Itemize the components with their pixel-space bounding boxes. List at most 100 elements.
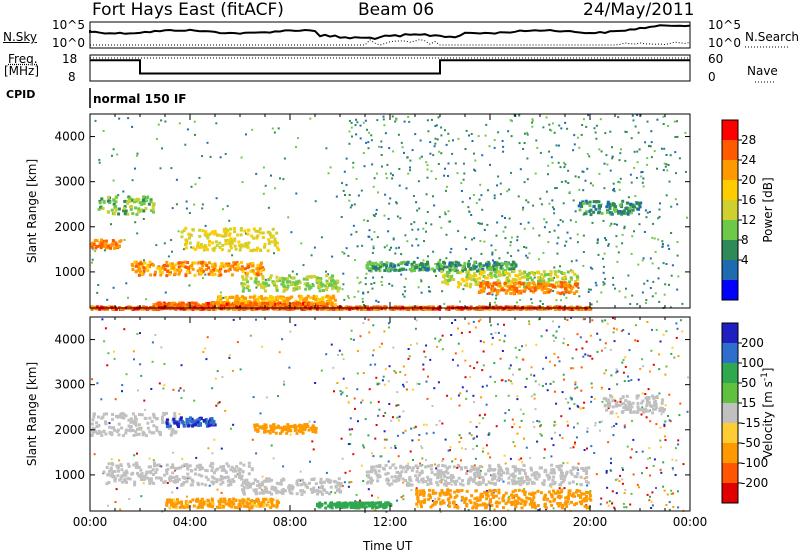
noise-pixel	[279, 177, 281, 180]
noise-pixel	[416, 505, 419, 508]
data-pixel	[476, 282, 480, 286]
noise-pixel	[618, 290, 621, 293]
noise-pixel	[615, 492, 618, 495]
noise-pixel	[106, 504, 109, 507]
noise-pixel	[616, 383, 619, 386]
noise-pixel	[151, 360, 154, 363]
data-pixel	[148, 477, 152, 481]
data-pixel	[210, 423, 214, 427]
noise-pixel	[508, 367, 511, 370]
data-pixel	[488, 266, 492, 270]
data-pixel	[273, 241, 277, 245]
colorbar-swatch	[722, 180, 738, 201]
data-pixel	[540, 288, 544, 292]
data-pixel	[431, 267, 435, 271]
noise-pixel	[555, 330, 558, 333]
noise-pixel	[651, 262, 654, 265]
noise-pixel	[545, 190, 548, 193]
data-pixel	[563, 275, 567, 279]
data-pixel	[288, 274, 291, 278]
data-pixel	[324, 307, 328, 311]
data-pixel	[97, 429, 101, 433]
data-pixel	[129, 425, 133, 429]
data-pixel	[160, 478, 163, 482]
data-pixel	[185, 480, 189, 484]
data-pixel	[378, 265, 382, 269]
noise-pixel	[513, 423, 516, 426]
data-pixel	[550, 283, 554, 287]
data-pixel	[205, 424, 209, 428]
noise-pixel	[583, 449, 586, 451]
colorbar-swatch	[722, 220, 738, 241]
noise-pixel	[416, 342, 419, 345]
data-pixel	[320, 297, 323, 301]
noise-pixel	[341, 353, 344, 356]
data-pixel	[106, 244, 110, 248]
data-pixel	[373, 307, 377, 311]
noise-pixel	[426, 119, 429, 122]
noise-pixel	[351, 428, 354, 431]
data-pixel	[247, 464, 251, 468]
noise-pixel	[513, 445, 516, 448]
noise-pixel	[370, 283, 373, 285]
data-pixel	[243, 282, 247, 286]
noise-pixel	[193, 399, 196, 402]
data-pixel	[321, 296, 325, 300]
noise-pixel	[131, 125, 134, 128]
data-pixel	[372, 305, 376, 309]
noise-pixel	[486, 292, 489, 295]
data-pixel	[95, 421, 99, 425]
data-pixel	[316, 276, 319, 280]
colorbar-tick-label: 4	[741, 253, 749, 267]
noise-pixel	[618, 480, 621, 483]
noise-pixel	[434, 142, 437, 145]
noise-pixel	[488, 432, 491, 435]
noise-pixel	[447, 175, 449, 177]
noise-pixel	[668, 393, 671, 396]
noise-pixel	[372, 247, 375, 250]
data-pixel	[117, 245, 121, 249]
noise-pixel	[127, 117, 130, 120]
noise-pixel	[542, 251, 545, 254]
data-pixel	[238, 299, 242, 303]
noise-pixel	[216, 370, 219, 373]
noise-pixel	[97, 284, 100, 286]
data-pixel	[149, 273, 153, 277]
data-pixel	[510, 263, 514, 267]
noise-pixel	[236, 341, 239, 344]
noise-pixel	[417, 180, 420, 183]
noise-pixel	[590, 382, 593, 385]
noise-pixel	[240, 156, 243, 159]
data-pixel	[491, 287, 495, 291]
noise-pixel	[403, 295, 406, 298]
noise-pixel	[295, 146, 297, 148]
data-pixel	[213, 229, 217, 233]
data-pixel	[222, 229, 226, 233]
data-pixel	[117, 415, 121, 419]
data-pixel	[236, 266, 240, 269]
data-pixel	[544, 283, 548, 287]
data-pixel	[258, 296, 262, 300]
noise-pixel	[409, 450, 412, 453]
noise-pixel	[670, 352, 673, 355]
data-pixel	[190, 469, 194, 473]
noise-pixel	[528, 252, 531, 255]
data-pixel	[309, 302, 313, 306]
data-pixel	[309, 275, 313, 278]
y-tick-label: 3000	[54, 175, 85, 189]
noise-pixel	[591, 221, 594, 224]
data-pixel	[450, 261, 454, 265]
noise-pixel	[552, 444, 555, 447]
data-pixel	[219, 465, 223, 469]
power-heatmap	[90, 114, 688, 311]
noise-pixel	[389, 172, 392, 175]
data-pixel	[497, 262, 501, 266]
noise-pixel	[667, 415, 669, 417]
noise-pixel	[493, 194, 496, 197]
data-pixel	[305, 275, 309, 279]
noise-pixel	[202, 351, 205, 353]
noise-pixel	[600, 150, 603, 153]
noise-pixel	[181, 457, 184, 460]
data-pixel	[189, 233, 193, 237]
noise-pixel	[672, 468, 674, 471]
